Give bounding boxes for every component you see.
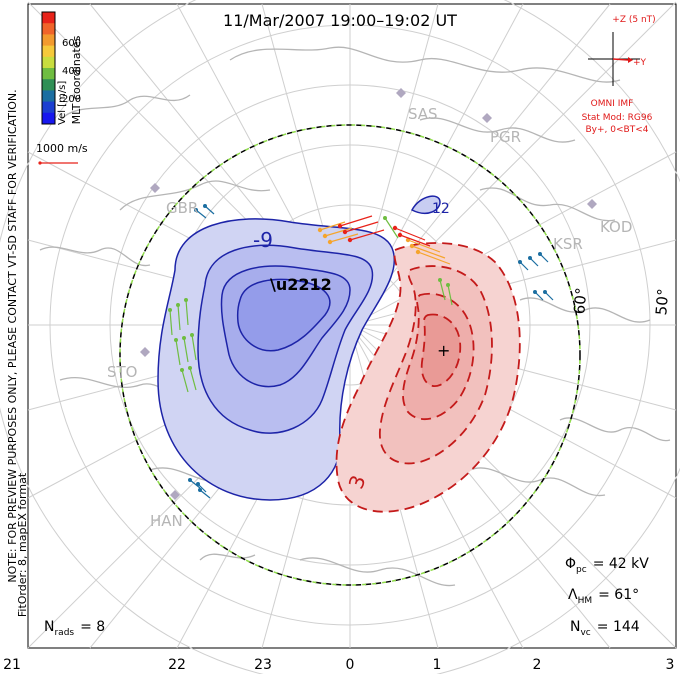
- imf-z-label: +Z (5 nT): [612, 15, 655, 25]
- stat-n-vc: Nvc = 144: [570, 619, 640, 638]
- station-markers: [140, 88, 597, 500]
- station-label-han: HAN: [150, 512, 183, 530]
- station-label-sas: SAS: [408, 105, 438, 123]
- color-bar-swatch: [42, 56, 55, 69]
- small-contour: [410, 195, 441, 214]
- color-bar-tick-400: 400: [62, 66, 81, 77]
- fit-order-note: FitOrder: 8, mapEX format: [16, 472, 29, 617]
- hm-boundary: [119, 124, 581, 586]
- negative-cell: \u2212: [157, 218, 396, 501]
- cell-minimum-marker: \u2212: [270, 275, 332, 294]
- imf-panel: +Z (5 nT) +Y OMNI IMF Stat Mod: RG96 By+…: [582, 15, 656, 135]
- station-label-gbr: GBR: [166, 199, 198, 217]
- color-bar-label: Vel [m/s]: [57, 81, 68, 125]
- imf-source: OMNI IMF: [591, 99, 634, 109]
- contour-label-12: 12: [432, 201, 450, 217]
- vector-scale-label: 1000 m/s: [36, 142, 88, 155]
- color-bar-tick-600: 600: [62, 38, 81, 49]
- imf-condition: By+, 0<BT<4: [586, 125, 649, 135]
- station-label-ksr: KSR: [553, 235, 583, 253]
- color-bar-swatch: [42, 23, 55, 35]
- map-title: 11/Mar/2007 19:00–19:02 UT: [223, 11, 457, 30]
- mlt-axis: 21 22 23 0 1 2 3: [3, 657, 674, 673]
- station-label-pgr: PGR: [490, 128, 521, 146]
- vector-scale-origin: [38, 161, 42, 165]
- lat-label-60: 60°: [570, 287, 590, 315]
- station-label-sto: STO: [107, 363, 138, 381]
- color-bar-ticks: 600 400 200: [62, 38, 81, 105]
- color-bar-swatch: [42, 79, 55, 91]
- color-bar-swatch: [42, 90, 55, 103]
- mlt-tick-22: 22: [168, 657, 186, 673]
- velocity-vectors: [168, 204, 554, 499]
- preview-note: NOTE: FOR PREVIEW PURPOSES ONLY, PLEASE …: [6, 89, 19, 582]
- imf-vector: [612, 58, 629, 61]
- mlt-tick-1: 1: [433, 657, 442, 673]
- cell-maximum-marker: +: [437, 341, 450, 360]
- latitude-labels: 60° 50°: [570, 287, 672, 316]
- color-bar-tick-200: 200: [62, 94, 81, 105]
- fit-statistics: Φpc = 42 kV ΛHM = 61° Nvc = 144 Nrads = 8: [44, 556, 649, 638]
- color-bar-swatch: [42, 45, 55, 58]
- stat-phi-pc: Φpc = 42 kV: [565, 556, 649, 575]
- color-bar-outline: [41, 11, 56, 125]
- mlt-tick-0: 0: [346, 657, 355, 673]
- mlt-coordinates-label: MLT coordinates: [70, 35, 83, 124]
- imf-vector-arrow-icon: [628, 57, 633, 63]
- contour-label-neg9: -9: [253, 228, 273, 252]
- mlt-tick-23: 23: [254, 657, 272, 673]
- color-bar: [41, 11, 56, 125]
- imf-stat-mod: Stat Mod: RG96: [582, 113, 653, 123]
- stat-n-rads: Nrads = 8: [44, 619, 105, 638]
- positive-cell: +: [335, 242, 521, 513]
- mlt-tick-21: 21: [3, 657, 21, 673]
- color-bar-swatch: [42, 34, 55, 47]
- color-bar-swatch: [42, 12, 55, 24]
- lat-label-50: 50°: [652, 288, 672, 316]
- color-bar-swatch: [42, 112, 55, 125]
- mlt-tick-2: 2: [533, 657, 542, 673]
- mlt-tick-3: 3: [666, 657, 675, 673]
- station-labels: SAS PGR GBR KOD KSR STO HAN: [107, 105, 632, 530]
- stat-lambda-hm: ΛHM = 61°: [568, 587, 639, 606]
- imf-y-label: +Y: [633, 58, 647, 68]
- color-bar-swatch: [42, 101, 55, 114]
- color-bar-swatch: [42, 68, 55, 80]
- station-label-kod: KOD: [600, 218, 632, 236]
